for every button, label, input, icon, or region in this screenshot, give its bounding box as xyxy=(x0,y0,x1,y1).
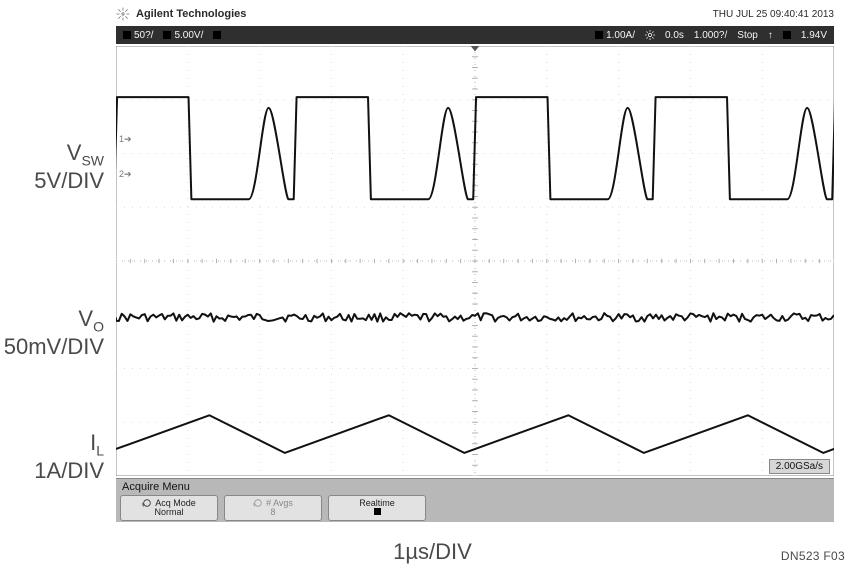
infobar-trig-sq xyxy=(780,31,794,39)
infobar-mode: Stop xyxy=(734,30,761,41)
il-scale: 1A/DIV xyxy=(34,458,104,483)
sun-icon xyxy=(645,30,655,40)
oscilloscope-screenshot: Agilent Technologies THU JUL 25 09:40:41… xyxy=(110,0,840,522)
vo-sig: V xyxy=(78,306,93,331)
knob-icon xyxy=(142,498,152,508)
stop-icon xyxy=(374,508,381,515)
sampling-rate-badge: 2.00GSa/s xyxy=(769,459,830,474)
label-vsw: VSW 5V/DIV xyxy=(34,140,104,194)
square-icon xyxy=(595,31,603,39)
infobar-ch4-text: 1.00A/ xyxy=(606,30,635,41)
acquire-menubar: Acquire Menu Acq ModeNormal# Avgs8 Realti… xyxy=(116,478,834,522)
menubar-title: Acquire Menu xyxy=(122,481,190,493)
label-il: IL 1A/DIV xyxy=(34,430,104,484)
page-root: VSW 5V/DIV VO 50mV/DIV IL 1A/DIV Agi xyxy=(0,0,865,585)
vsw-sub: SW xyxy=(81,152,104,168)
infobar-sun xyxy=(642,30,658,40)
infobar-ch1: 50?/ xyxy=(120,30,156,41)
infobar-ch1-text: 50?/ xyxy=(134,30,153,41)
softkey-2[interactable]: Realtime xyxy=(328,495,426,521)
square-icon xyxy=(213,31,221,39)
waveform-grid: 1➔ 2➔ xyxy=(116,46,834,476)
square-icon xyxy=(163,31,171,39)
figure-id: DN523 F03 xyxy=(781,549,845,563)
grid-svg xyxy=(116,46,834,476)
softkey-line2: Normal xyxy=(154,508,183,517)
agilent-starburst-icon xyxy=(116,7,130,21)
scope-infobar: 50?/ 5.00V/ 1.00A/ 0.0s 1.000?/ Stop xyxy=(116,26,834,44)
knob-icon xyxy=(253,498,263,508)
square-icon xyxy=(123,31,131,39)
softkey-0[interactable]: Acq ModeNormal xyxy=(120,495,218,521)
channel-marker-1: 1➔ xyxy=(118,134,133,145)
scope-brand: Agilent Technologies xyxy=(136,8,246,20)
infobar-delay: 0.0s xyxy=(662,30,687,41)
vsw-scale: 5V/DIV xyxy=(34,168,104,193)
softkey-line2: 8 xyxy=(270,508,275,517)
softkey-line2 xyxy=(374,508,381,517)
infobar-ch3 xyxy=(210,31,224,39)
channel-marker-2: 2➔ xyxy=(118,169,133,180)
softkey-1: # Avgs8 xyxy=(224,495,322,521)
scope-timestamp: THU JUL 25 09:40:41 2013 xyxy=(713,9,834,20)
infobar-trig-slope: ↑ xyxy=(765,30,776,41)
side-labels: VSW 5V/DIV VO 50mV/DIV IL 1A/DIV xyxy=(0,0,110,585)
square-icon xyxy=(783,31,791,39)
softkey-line1: Realtime xyxy=(359,499,395,508)
vo-scale: 50mV/DIV xyxy=(4,334,104,359)
softkey-row: Acq ModeNormal# Avgs8 Realtime xyxy=(120,495,426,521)
scope-header: Agilent Technologies THU JUL 25 09:40:41… xyxy=(110,4,840,24)
infobar-timebase: 1.000?/ xyxy=(691,30,730,41)
infobar-ch2-text: 5.00V/ xyxy=(174,30,203,41)
label-vo: VO 50mV/DIV xyxy=(4,306,104,360)
vsw-sig: V xyxy=(67,140,82,165)
x-axis-label: 1µs/DIV xyxy=(393,539,472,565)
infobar-trig-level: 1.94V xyxy=(798,30,830,41)
vo-sub: O xyxy=(93,318,104,334)
infobar-ch4: 1.00A/ xyxy=(592,30,638,41)
infobar-ch2: 5.00V/ xyxy=(160,30,206,41)
il-sub: L xyxy=(96,442,104,458)
